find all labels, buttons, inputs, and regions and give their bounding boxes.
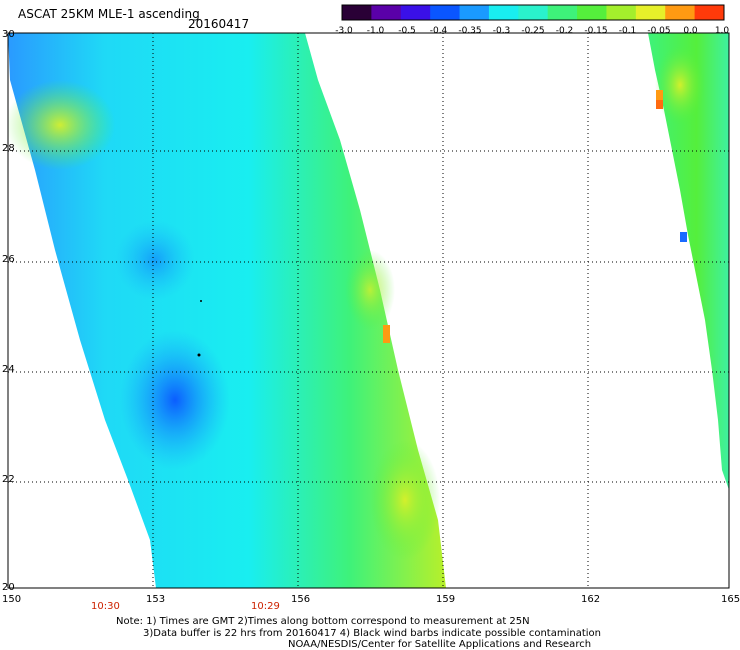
footer-note-1: Note: 1) Times are GMT 2)Times along bot…	[116, 616, 530, 627]
time-label: 10:30	[91, 601, 120, 612]
wind-barb-marker	[197, 353, 201, 357]
orange-cell	[383, 325, 390, 343]
color-bar-segment	[459, 5, 490, 20]
time-label: 10:29	[251, 601, 280, 612]
lon-label: 150	[2, 594, 21, 605]
color-bar-segment	[371, 5, 402, 20]
color-bar-tick-label: -0.05	[647, 26, 670, 36]
color-bar-segment	[488, 5, 519, 20]
latitude-labels: 30 28 26 24 22 20	[2, 29, 15, 593]
color-bar-segment	[606, 5, 637, 20]
date-label: 20160417	[188, 17, 250, 31]
lon-label: 156	[291, 594, 310, 605]
color-bar-tick-label: -0.15	[584, 26, 607, 36]
color-bar-segment	[547, 5, 578, 20]
footer-note-2: 3)Data buffer is 22 hrs from 20160417 4)…	[143, 628, 601, 639]
lat-label: 30	[2, 29, 15, 40]
color-bar-tick-label: -0.35	[458, 26, 481, 36]
color-bar-segment	[694, 5, 725, 20]
lon-label: 162	[581, 594, 600, 605]
lon-label: 153	[146, 594, 165, 605]
page-title: ASCAT 25KM MLE-1 ascending	[18, 7, 200, 21]
color-bar-tick-label: 1.0	[715, 26, 730, 36]
lat-label: 26	[2, 254, 15, 265]
color-bar-segment	[518, 5, 549, 20]
color-bar-border	[341, 4, 725, 21]
footer-note-3: NOAA/NESDIS/Center for Satellite Applica…	[288, 639, 592, 650]
map-frame	[7, 32, 730, 589]
color-bar-tick-label: -0.25	[521, 26, 544, 36]
color-bar-segment	[665, 5, 696, 20]
lat-label: 22	[2, 474, 15, 485]
color-bar-segment	[400, 5, 431, 20]
color-bar-tick-label: -0.4	[430, 26, 448, 36]
map-gridlines	[8, 33, 729, 588]
lat-label: 20	[2, 582, 15, 593]
longitude-labels: 150 153 156 159 162 165	[2, 594, 740, 605]
lat-label: 24	[2, 364, 15, 375]
color-bar-tick-label: -0.5	[398, 26, 416, 36]
lon-label: 159	[436, 594, 455, 605]
color-bar-tick-label: 0.0	[683, 26, 698, 36]
color-bar-segment	[635, 5, 666, 20]
color-bar-tick-label: -0.3	[493, 26, 511, 36]
color-bar-tick-label: -3.0	[335, 26, 353, 36]
color-bar-tick-label: -0.2	[556, 26, 574, 36]
data-swath-right	[648, 33, 729, 490]
color-bar-segment	[430, 5, 461, 20]
color-bar-tick-label: -0.1	[619, 26, 637, 36]
lat-label: 28	[2, 143, 15, 154]
color-bar-tick-label: -1.0	[367, 26, 385, 36]
wind-barb-marker	[200, 300, 202, 302]
color-scale-bar: -3.0 -1.0 -0.5 -0.4 -0.35 -0.3 -0.25 -0.2 -0.15 -…	[335, 4, 730, 36]
time-labels: 10:30 10:29	[91, 601, 280, 612]
lon-label: 165	[721, 594, 740, 605]
color-bar-segment	[577, 5, 607, 20]
color-bar-segment	[342, 5, 372, 20]
data-swath-main	[8, 33, 446, 588]
